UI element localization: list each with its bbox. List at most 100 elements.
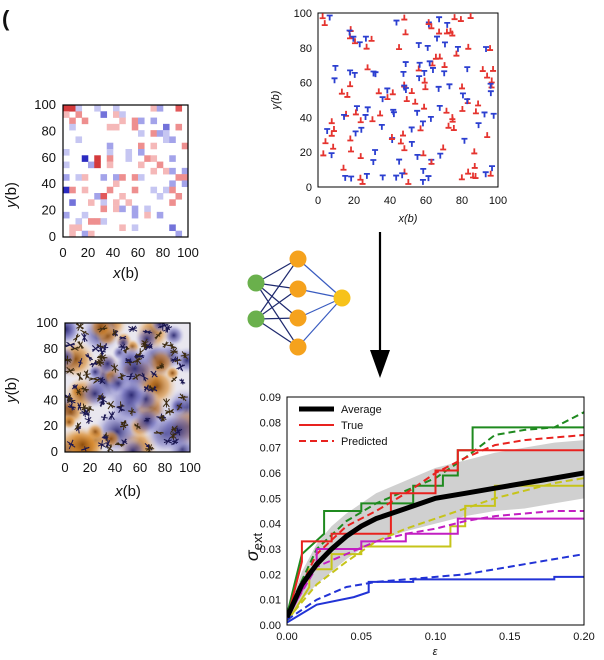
positive-dislocation-44 <box>384 94 391 101</box>
negative-dislocation-10 <box>402 61 409 68</box>
dislocation-frame <box>317 12 499 188</box>
stress-star-63 <box>108 411 115 421</box>
nn-input-node-0 <box>247 274 265 292</box>
heatmap-cell-27 <box>88 199 95 206</box>
negative-dislocation-104 <box>441 70 448 77</box>
positive-dislocation-122 <box>344 91 351 98</box>
heatmap-cell-3 <box>63 161 70 169</box>
negative-dislocation-77 <box>396 158 403 165</box>
chart-xlabel: ε <box>433 646 438 658</box>
stress-star-96 <box>77 402 82 411</box>
heatmap-cell-103 <box>175 105 183 112</box>
positive-dislocation-133 <box>322 138 329 145</box>
negative-dislocation-37 <box>416 75 423 82</box>
heatmap-y-tick-2: 40 <box>42 176 56 191</box>
negative-dislocation-67 <box>332 64 339 71</box>
chart-y-tick-8: 0.08 <box>260 417 281 429</box>
negative-dislocation-139 <box>351 71 358 78</box>
negative-dislocation-55 <box>482 171 489 178</box>
negative-dislocation-71 <box>363 173 370 179</box>
stress-star-102 <box>136 348 144 358</box>
heatmap-cell-36 <box>100 174 108 181</box>
stress-star-13 <box>158 323 168 331</box>
stress-star-40 <box>105 439 111 449</box>
positive-dislocation-131 <box>363 43 370 50</box>
heatmap-cell-108 <box>181 142 189 150</box>
negative-dislocation-109 <box>400 70 407 77</box>
positive-dislocation-163 <box>338 88 345 95</box>
heatmap-y-tick-5: 100 <box>34 97 56 112</box>
stress-star-32 <box>145 444 155 452</box>
heatmap-cell-52 <box>113 199 120 206</box>
stress-star-5 <box>84 416 93 425</box>
stress-star-75 <box>180 351 190 360</box>
heatmap-cell-35 <box>100 111 108 118</box>
heatmap-cell-68 <box>131 211 139 219</box>
stress-star-25 <box>178 393 188 402</box>
negative-dislocation-153 <box>459 92 466 99</box>
negative-dislocation-61 <box>415 42 422 48</box>
chart-y-tick-2: 0.02 <box>260 569 281 581</box>
stress-star-78 <box>170 425 178 434</box>
positive-dislocation-97 <box>436 28 443 35</box>
positive-dislocation-94 <box>375 88 382 95</box>
negative-dislocation-57 <box>342 175 349 181</box>
heatmap-cell-34 <box>94 218 101 225</box>
stress-star-38 <box>100 414 108 421</box>
heatmap-cell-7 <box>69 105 76 112</box>
stress-star-97 <box>97 393 104 402</box>
positive-dislocation-52 <box>330 143 337 150</box>
nn-input-node-1 <box>247 310 265 328</box>
negative-dislocation-149 <box>461 137 468 144</box>
heatmap-y-tick-0: 0 <box>49 229 56 244</box>
positive-dislocation-92 <box>450 125 457 131</box>
heatmap-cell-111 <box>181 180 189 188</box>
stress-star-23 <box>101 434 109 441</box>
negative-dislocation-50 <box>490 112 497 119</box>
positive-dislocation-145 <box>428 23 435 30</box>
heatmap-cell-1 <box>63 111 70 118</box>
heatmap-cell-78 <box>144 211 151 219</box>
negative-dislocation-75 <box>419 178 426 185</box>
negative-dislocation-119 <box>378 123 385 130</box>
positive-dislocation-102 <box>328 118 335 125</box>
stress-star-76 <box>101 343 109 353</box>
positive-dislocation-157 <box>467 13 474 19</box>
stress-star-48 <box>171 438 179 446</box>
stress-star-82 <box>162 398 170 408</box>
stress-star-39 <box>97 440 106 450</box>
heatmap-cell-16 <box>75 136 83 144</box>
stress-blob-65 <box>87 364 103 380</box>
heatmap-x-tick-4: 80 <box>156 245 170 260</box>
dislocation-x-tick-0: 0 <box>315 195 321 207</box>
heatmap-cell-8 <box>69 117 76 125</box>
positive-dislocation-31 <box>422 84 429 91</box>
stress-star-115 <box>139 372 149 382</box>
chart-x-tick-0: 0.00 <box>276 631 297 643</box>
positive-dislocation-83 <box>377 110 384 117</box>
positive-dislocation-90 <box>453 50 460 57</box>
positive-dislocation-16 <box>347 135 354 142</box>
stress-star-68 <box>66 398 76 405</box>
positive-dislocation-142 <box>357 153 364 160</box>
stress-star-45 <box>84 405 95 413</box>
heatmap-cell-50 <box>113 174 120 181</box>
heatmap-cell-2 <box>63 149 70 156</box>
positive-dislocation-165 <box>472 108 479 115</box>
stress-strain-chart: 0.00 0.01 0.02 0.03 0.04 0.05 0.06 0.07 0.08 0.09… <box>242 392 595 658</box>
heatmap-cell-60 <box>125 149 133 156</box>
negative-dislocation-63 <box>434 35 441 42</box>
stress-star-42 <box>170 376 178 383</box>
heatmap-cell-88 <box>156 161 164 169</box>
positive-dislocation-106 <box>321 20 328 26</box>
stress-blob-47 <box>65 414 77 430</box>
nn-edge-8 <box>297 258 343 299</box>
stress-star-107 <box>118 343 128 351</box>
stress-star-37 <box>80 385 90 393</box>
heatmap-cell-70 <box>138 117 145 125</box>
positive-dislocation-76 <box>484 132 491 139</box>
heatmap-cell-87 <box>156 130 164 137</box>
stress-star-7 <box>121 438 128 446</box>
nn-hidden-node-0 <box>289 250 307 268</box>
stress-star-117 <box>148 385 155 391</box>
